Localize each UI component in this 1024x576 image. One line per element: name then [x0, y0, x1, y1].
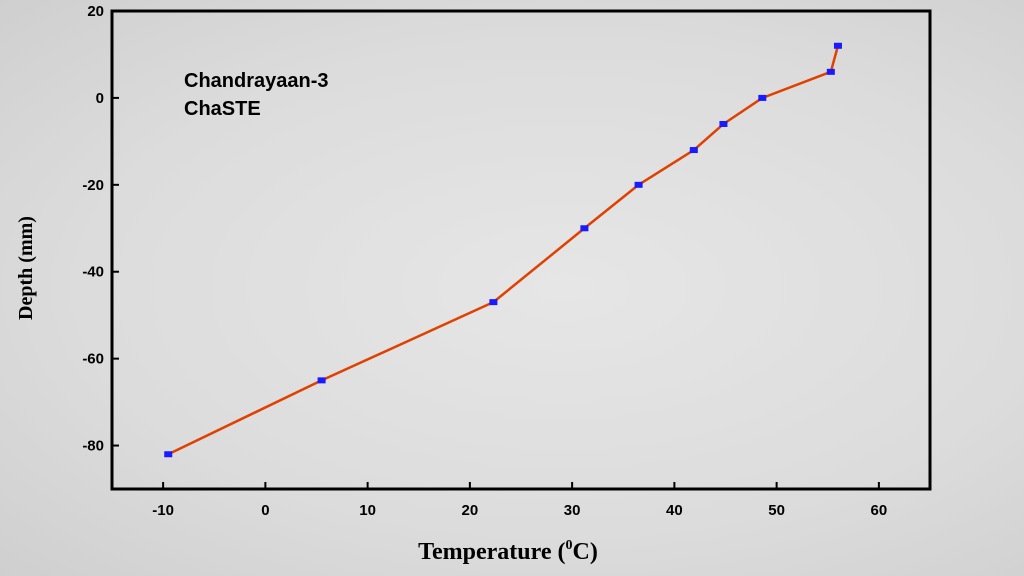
series-layer [164, 42, 842, 458]
data-point-marker [833, 42, 842, 49]
data-point-marker [758, 94, 767, 101]
x-tick-label: 10 [359, 502, 376, 519]
y-tick-label: -80 [82, 438, 104, 455]
data-point-marker [317, 377, 326, 384]
y-tick-label: 0 [96, 90, 104, 107]
annotation-line-2: ChaSTE [184, 98, 261, 120]
x-tick-label: 40 [666, 502, 683, 519]
x-tick-label: 30 [564, 502, 581, 519]
x-tick-label: 0 [261, 502, 269, 519]
x-axis-title-tail: C) [572, 539, 597, 565]
y-tick-label: -40 [82, 264, 104, 281]
data-point-marker [719, 120, 728, 127]
y-tick-label: 20 [87, 3, 104, 20]
x-axis-ticks: -10 0 10 20 30 40 50 60 [152, 482, 887, 519]
data-point-marker [689, 147, 698, 154]
y-axis-ticks: 20 0 -20 -40 -60 -80 [82, 3, 119, 455]
x-axis-title: Temperature (0C) [418, 538, 598, 565]
annotation-line-1: Chandrayaan-3 [184, 70, 329, 92]
plot-frame [110, 9, 932, 491]
data-point-marker [164, 451, 173, 458]
data-point-marker [826, 68, 835, 75]
data-point-marker [634, 181, 643, 188]
x-axis-title-main: Temperature ( [418, 539, 565, 565]
data-point-marker [489, 299, 498, 306]
y-tick-label: -20 [82, 177, 104, 194]
series-line [167, 45, 840, 456]
y-tick-label: -60 [82, 351, 104, 368]
y-axis-title: Depth (mm) [15, 216, 37, 320]
x-axis-title-sup: 0 [565, 538, 572, 553]
x-tick-label: 60 [871, 502, 888, 519]
x-tick-label: 20 [462, 502, 479, 519]
x-tick-label: -10 [152, 502, 174, 519]
x-tick-label: 50 [768, 502, 785, 519]
data-point-marker [580, 225, 589, 232]
